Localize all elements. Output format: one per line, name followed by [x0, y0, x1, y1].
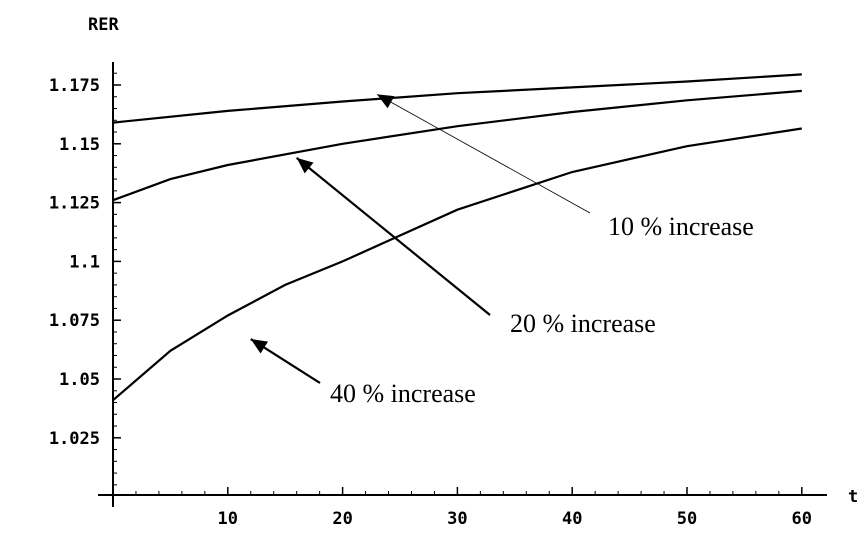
annotation-arrow-head — [296, 157, 314, 174]
y-tick-label: 1.175 — [49, 76, 100, 96]
y-tick-label: 1.15 — [59, 135, 100, 155]
annotation-arrow-head — [377, 94, 395, 109]
annotation-arrow-head — [250, 339, 269, 354]
x-tick-label: 30 — [447, 509, 467, 529]
series-line-2 — [112, 89, 802, 202]
series-line-1 — [112, 73, 802, 124]
series-line-3 — [112, 127, 802, 402]
y-tick-label: 1.05 — [59, 370, 100, 390]
x-tick-label: 40 — [562, 509, 582, 529]
x-tick-label: 60 — [792, 509, 812, 529]
y-tick-label: 1.125 — [49, 194, 100, 214]
y-tick-labels: 1.025 1.05 1.075 1.1 1.125 1.15 1.175 — [49, 76, 100, 449]
x-axis-title: t — [848, 487, 858, 507]
annotation-arrow-line — [376, 94, 591, 214]
y-axis-title: RER — [88, 15, 119, 35]
annotation-20-percent: 20 % increase — [510, 309, 656, 338]
annotation-10-percent: 10 % increase — [608, 212, 754, 241]
annotation-arrows — [250, 94, 591, 384]
series-lines — [112, 73, 802, 402]
x-tick-label: 20 — [332, 509, 352, 529]
y-tick-label: 1.075 — [49, 311, 100, 331]
major-ticks — [113, 84, 803, 495]
y-tick-label: 1.025 — [49, 429, 100, 449]
plot-area: 10 20 30 40 50 60 1.0251.051.0751.11.1251.151… — [49, 62, 827, 529]
x-tick-label: 10 — [218, 509, 238, 529]
annotation-40-percent: 40 % increase — [330, 379, 476, 408]
x-tick-label: 50 — [677, 509, 697, 529]
y-tick-label: 1.1 — [69, 252, 100, 272]
minor-ticks — [113, 72, 780, 495]
annotation-arrow-line — [295, 157, 491, 316]
x-tick-labels: 10 20 30 40 50 60 — [218, 509, 812, 529]
